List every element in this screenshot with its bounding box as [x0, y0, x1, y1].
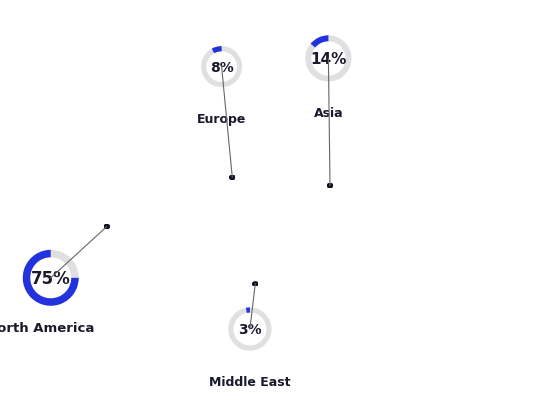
Text: North America: North America — [0, 321, 94, 334]
Wedge shape — [305, 36, 351, 82]
Text: 75%: 75% — [31, 269, 70, 287]
Text: 14%: 14% — [310, 52, 347, 67]
Circle shape — [104, 225, 109, 229]
Text: Europe: Europe — [197, 112, 246, 126]
Wedge shape — [246, 308, 250, 313]
Wedge shape — [23, 250, 78, 306]
Wedge shape — [311, 36, 328, 48]
Wedge shape — [201, 47, 242, 88]
Text: 3%: 3% — [238, 322, 262, 336]
Text: Asia: Asia — [313, 106, 343, 119]
Text: 8%: 8% — [210, 61, 233, 74]
Text: Middle East: Middle East — [209, 375, 290, 389]
Wedge shape — [23, 250, 78, 306]
Circle shape — [327, 184, 333, 188]
Circle shape — [253, 282, 258, 286]
Wedge shape — [229, 308, 271, 351]
Circle shape — [230, 176, 235, 180]
Wedge shape — [212, 47, 222, 54]
